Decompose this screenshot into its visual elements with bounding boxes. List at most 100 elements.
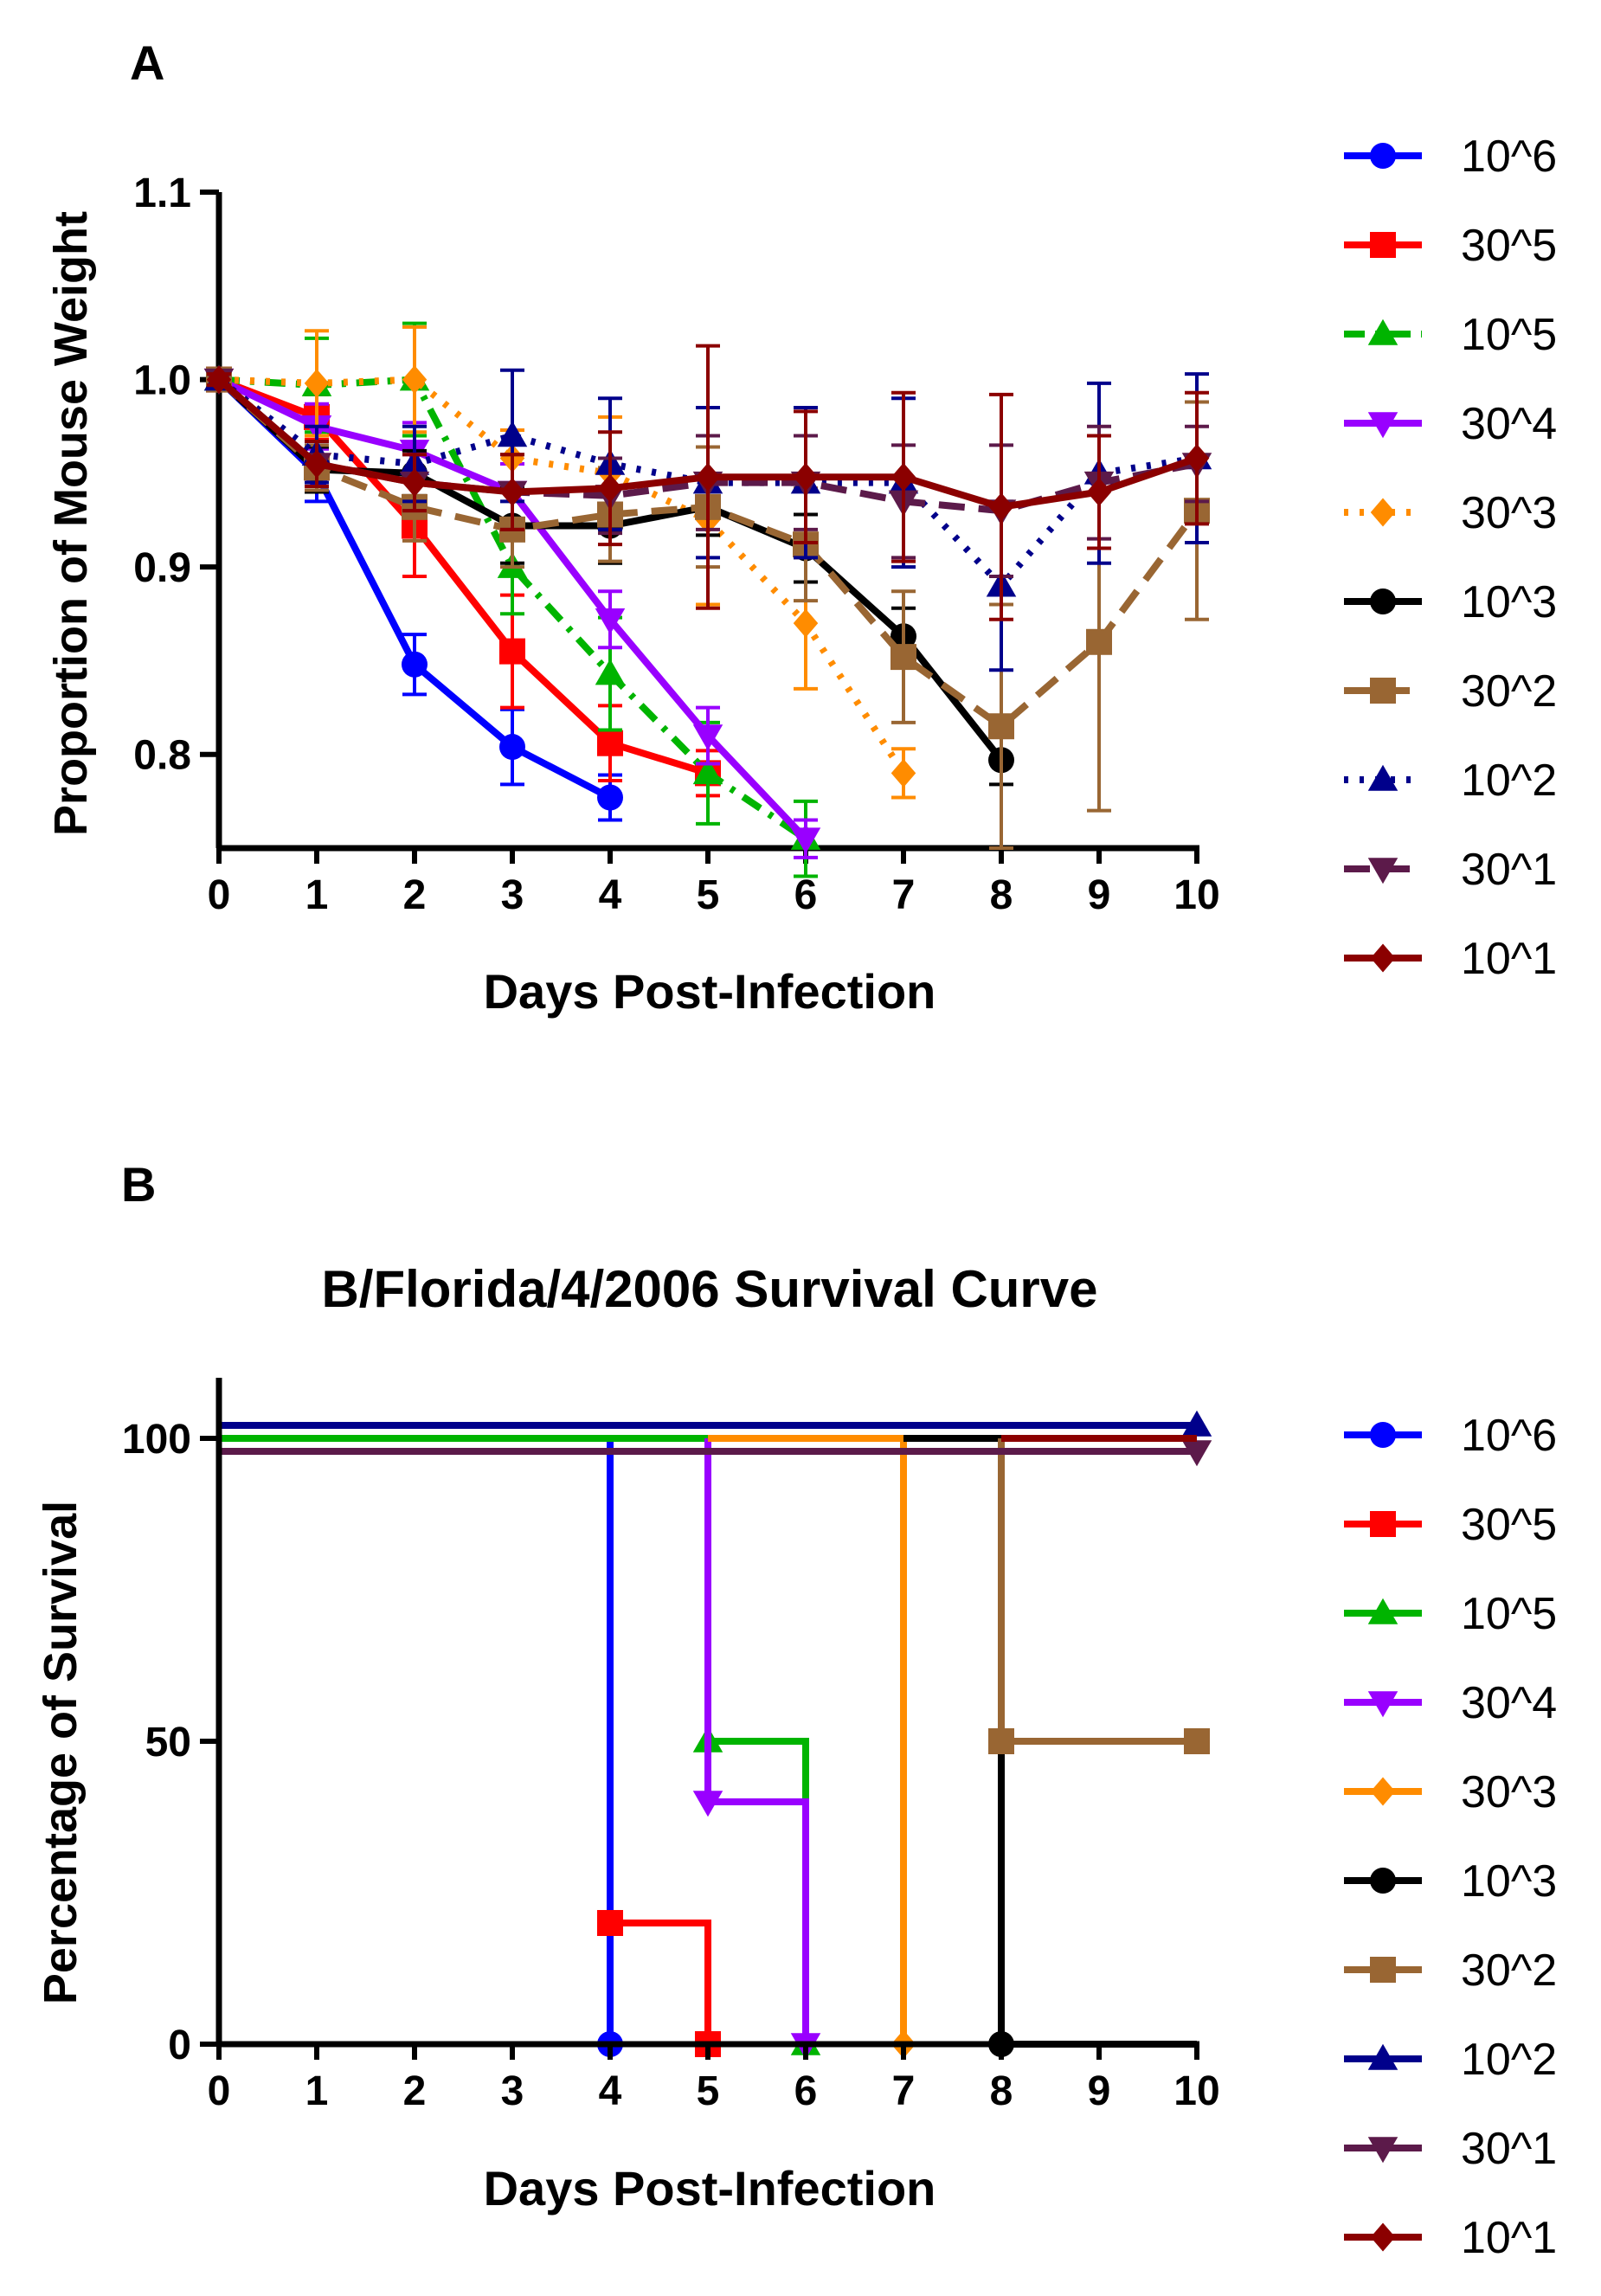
legend-marker bbox=[1367, 318, 1398, 345]
data-point bbox=[499, 638, 525, 665]
panel-b-xlabel: Days Post-Infection bbox=[484, 2161, 936, 2216]
data-point bbox=[206, 365, 232, 395]
legend-label: 10^1 bbox=[1461, 934, 1557, 984]
legend-label: 10^6 bbox=[1461, 1411, 1557, 1461]
panel-b-ylabel: Percentage of Survival bbox=[35, 1501, 87, 2004]
survival-step-line bbox=[219, 1435, 809, 2044]
series-10-3 bbox=[903, 1435, 1197, 2057]
panel-a-y-tick-label: 1.0 bbox=[133, 358, 191, 404]
panel-b-y-tick-label: 0 bbox=[168, 2023, 191, 2068]
legend-label: 10^5 bbox=[1461, 310, 1557, 360]
panel-b-legend-item-30-2: 30^2 bbox=[1344, 1945, 1557, 1996]
survival-step-line bbox=[219, 1435, 614, 2044]
panel-b-legend-item-10-5: 10^5 bbox=[1344, 1589, 1557, 1639]
legend-marker bbox=[1370, 1868, 1396, 1894]
series-30-3 bbox=[206, 325, 916, 800]
series-10-5 bbox=[219, 1435, 821, 2055]
data-point bbox=[597, 473, 623, 503]
panel-a-legend-item-30-5: 30^5 bbox=[1344, 221, 1557, 271]
panel-a-x-tick-label: 3 bbox=[501, 872, 524, 918]
legend-marker bbox=[1367, 1598, 1398, 1624]
panel-a-legend-item-30-1: 30^1 bbox=[1344, 845, 1557, 895]
series-10-1 bbox=[206, 344, 1210, 621]
data-point bbox=[695, 462, 721, 492]
panel-a-legend-item-30-3: 30^3 bbox=[1344, 488, 1557, 538]
legend-marker bbox=[1370, 1957, 1396, 1983]
data-point bbox=[499, 734, 525, 761]
legend-label: 10^6 bbox=[1461, 132, 1557, 182]
panel-a-x-tick-label: 9 bbox=[1088, 872, 1111, 918]
legend-label: 10^1 bbox=[1461, 2213, 1557, 2263]
data-point bbox=[1086, 628, 1112, 655]
legend-label: 30^2 bbox=[1461, 1945, 1557, 1996]
legend-label: 30^1 bbox=[1461, 2124, 1557, 2174]
panel-b-x-tick-label: 5 bbox=[697, 2068, 720, 2114]
panel-a-y-tick-label: 0.8 bbox=[133, 733, 191, 779]
panel-b-legend-item-10-1: 10^1 bbox=[1344, 2213, 1557, 2263]
legend-marker bbox=[1367, 412, 1398, 439]
panel-a-x-tick-label: 10 bbox=[1173, 872, 1219, 918]
data-point bbox=[499, 478, 525, 507]
panel-b-x-tick-label: 9 bbox=[1088, 2068, 1111, 2114]
legend-label: 10^3 bbox=[1461, 1856, 1557, 1907]
panel-a-xlabel: Days Post-Infection bbox=[484, 964, 936, 1019]
data-point bbox=[304, 449, 330, 479]
panel-a-letter: A bbox=[130, 35, 164, 90]
data-point bbox=[988, 1728, 1014, 1754]
panel-a-legend-item-10-2: 10^2 bbox=[1344, 756, 1557, 806]
legend-marker bbox=[1370, 943, 1396, 973]
data-point bbox=[891, 758, 916, 788]
series-30-2 bbox=[988, 1438, 1210, 1754]
legend-marker bbox=[1370, 678, 1396, 704]
legend-marker bbox=[1367, 858, 1398, 884]
panel-a-y-tick-label: 0.9 bbox=[133, 545, 191, 591]
data-point bbox=[595, 659, 626, 685]
panel-a-legend-item-10-3: 10^3 bbox=[1344, 577, 1557, 627]
data-point bbox=[1181, 1440, 1212, 1467]
legend-label: 10^2 bbox=[1461, 756, 1557, 806]
panel-b-x-tick-label: 0 bbox=[208, 2068, 231, 2114]
legend-marker bbox=[1370, 1511, 1396, 1537]
panel-a-legend-item-30-2: 30^2 bbox=[1344, 666, 1557, 717]
series-30-3 bbox=[708, 1435, 916, 2059]
data-point bbox=[497, 421, 528, 447]
legend-marker bbox=[1370, 143, 1396, 169]
legend-marker bbox=[1367, 2043, 1398, 2070]
data-point bbox=[595, 608, 626, 635]
panel-a-x-tick-label: 5 bbox=[697, 872, 720, 918]
panel-a-legend-item-10-5: 10^5 bbox=[1344, 310, 1557, 360]
panel-b-y-tick-label: 100 bbox=[122, 1417, 191, 1463]
legend-marker bbox=[1370, 1422, 1396, 1448]
panel-a-ylabel: Proportion of Mouse Weight bbox=[45, 211, 97, 836]
data-point bbox=[793, 462, 819, 492]
series-30-1 bbox=[219, 1440, 1212, 1467]
legend-label: 30^2 bbox=[1461, 666, 1557, 717]
panel-b-x-tick-label: 2 bbox=[403, 2068, 427, 2114]
data-point bbox=[692, 724, 723, 751]
data-point bbox=[402, 365, 428, 395]
panel-b-x-tick-label: 1 bbox=[305, 2068, 329, 2114]
data-point bbox=[988, 713, 1014, 740]
legend-label: 10^3 bbox=[1461, 577, 1557, 627]
data-point bbox=[402, 651, 428, 678]
panel-b-x-tick-label: 4 bbox=[599, 2068, 622, 2114]
data-point bbox=[1184, 1728, 1210, 1754]
legend-label: 30^1 bbox=[1461, 845, 1557, 895]
panel-b-x-tick-label: 10 bbox=[1173, 2068, 1219, 2114]
series-10-2 bbox=[219, 1410, 1212, 1437]
survival-step-line bbox=[610, 1920, 711, 2044]
legend-label: 10^5 bbox=[1461, 1589, 1557, 1639]
legend-label: 30^4 bbox=[1461, 399, 1557, 449]
data-point bbox=[891, 462, 916, 492]
survival-step-line bbox=[704, 1438, 809, 2044]
series-line bbox=[216, 376, 1198, 589]
legend-marker bbox=[1370, 1777, 1396, 1806]
survival-step-line bbox=[998, 1438, 1197, 1745]
data-point bbox=[304, 369, 330, 398]
panel-a-x-tick-label: 8 bbox=[990, 872, 1013, 918]
panel-a-legend-item-30-4: 30^4 bbox=[1344, 399, 1557, 449]
data-point bbox=[402, 468, 428, 498]
legend-label: 30^3 bbox=[1461, 488, 1557, 538]
data-point bbox=[1086, 478, 1112, 507]
panel-a-x-tick-label: 4 bbox=[599, 872, 622, 918]
